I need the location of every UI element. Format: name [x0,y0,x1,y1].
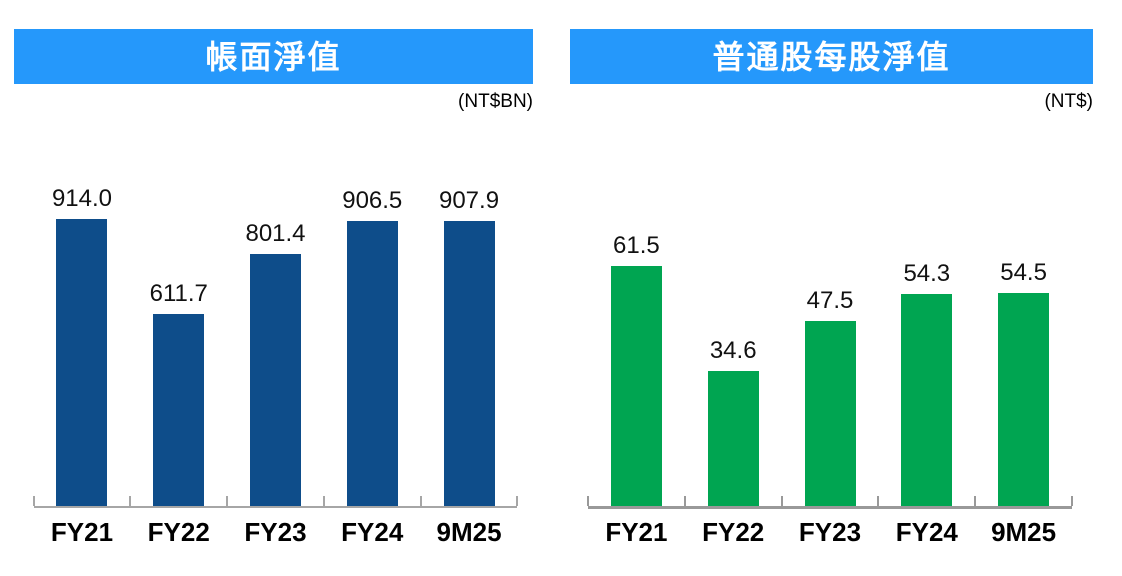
x-axis-category-label: FY22 [702,517,765,547]
x-axis-tick [322,496,325,506]
x-axis-tick [32,496,35,506]
nav-per-share-title-banner: 普通股每股淨值 [570,29,1093,84]
bar [610,266,662,506]
x-axis-category-label: FY21 [605,517,668,547]
bar [998,293,1050,506]
bar [56,219,108,506]
x-axis-tick [974,496,977,506]
bar-value-label: 907.9 [438,186,500,214]
x-axis-category-label: 9M25 [991,517,1057,547]
x-axis-category-label: FY23 [244,517,307,547]
x-axis-category-label: FY24 [895,517,958,547]
x-axis-tick [419,496,422,506]
bar [707,370,759,506]
x-axis-tick [129,496,132,506]
bar [443,220,495,506]
x-axis-line [588,506,1072,509]
bar-value-label: 54.5 [1000,259,1047,287]
nav-per-share-chart-title: 普通股每股淨值 [712,38,951,75]
x-axis-tick [1071,496,1073,506]
x-axis-line [33,506,518,508]
x-axis-tick [587,496,589,506]
bar-value-label: 801.4 [245,220,306,248]
book-value-unit-label: (NT$BN) [458,91,533,112]
bar-value-label: 611.7 [149,279,208,307]
x-axis-tick [877,496,880,506]
x-axis-category-label: 9M25 [436,517,502,547]
nav-per-share-unit-label: (NT$) [1044,91,1093,112]
book-value-title-banner: 帳面淨值 [14,29,533,84]
bar-value-label: 54.3 [903,260,951,288]
bar [346,221,398,506]
x-axis-tick [226,496,229,506]
x-axis-category-label: FY21 [50,517,114,547]
bar [153,313,205,506]
bar-value-label: 914.0 [51,185,112,212]
book-value-chart-title: 帳面淨值 [205,38,342,75]
bar-value-label: 34.6 [709,336,757,364]
x-axis-category-label: FY23 [798,517,862,547]
bar [901,294,953,506]
bar-value-label: 906.5 [342,187,403,215]
x-axis-category-label: FY22 [147,517,210,547]
x-axis-category-label: FY24 [341,517,404,547]
bar [250,254,301,506]
x-axis-tick [516,496,519,506]
x-axis-tick [683,496,686,506]
bar [804,320,856,506]
bar-value-label: 47.5 [806,286,854,314]
bar-value-label: 61.5 [613,232,660,259]
x-axis-tick [780,496,783,506]
